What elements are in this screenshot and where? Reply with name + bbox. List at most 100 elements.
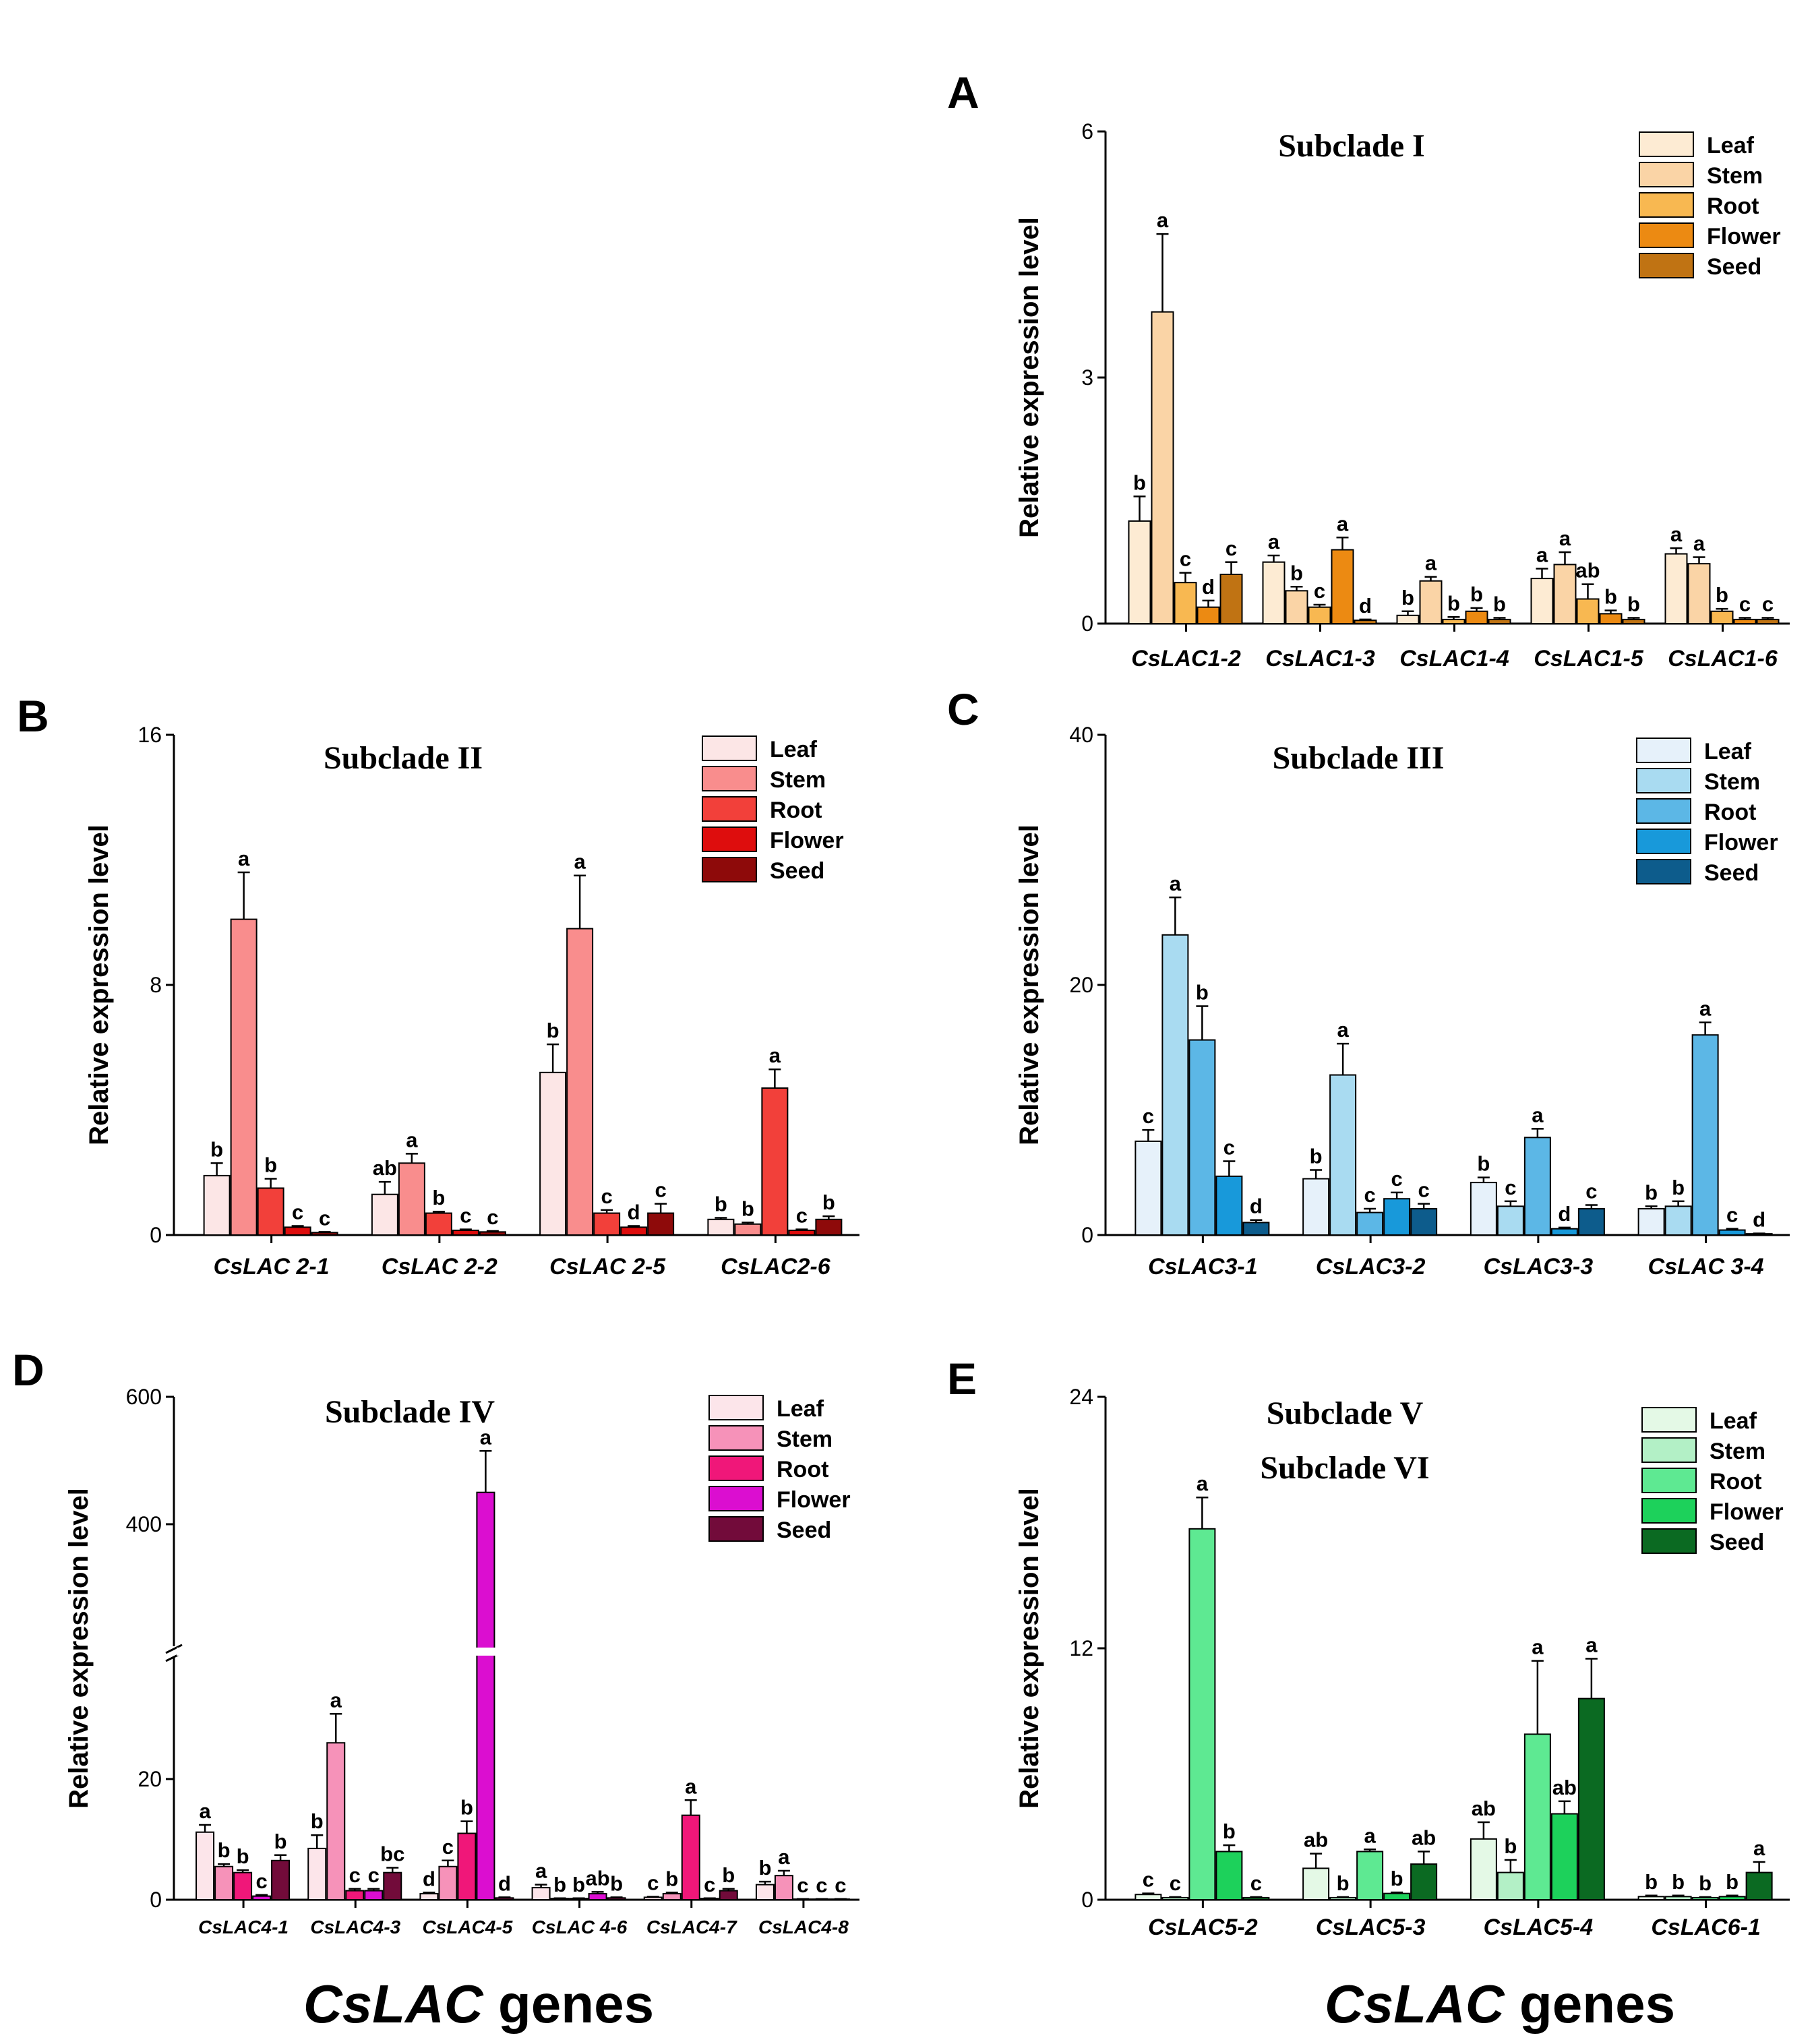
bar xyxy=(593,1212,621,1236)
significance-letter: a xyxy=(1268,530,1280,553)
x-tick-label: CsLAC3-3 xyxy=(1484,1254,1594,1280)
panel-b: B Subclade II 0 8 16 Relative expression leve… xyxy=(17,691,859,1280)
y-tick-label: 8 xyxy=(150,973,162,997)
bar xyxy=(438,1865,458,1900)
bar xyxy=(1470,1182,1497,1236)
bar xyxy=(1262,561,1286,624)
bar xyxy=(1174,582,1197,625)
bar xyxy=(257,1187,284,1236)
x-tick-label: CsLAC1-6 xyxy=(1668,646,1778,671)
bar xyxy=(1710,610,1734,624)
x-tick-label: CsLAC1-4 xyxy=(1399,646,1509,671)
bar xyxy=(1308,606,1331,625)
significance-letter: a xyxy=(1157,208,1169,232)
bar xyxy=(419,1893,439,1901)
significance-letter: d xyxy=(1202,575,1215,599)
significance-letter: a xyxy=(1693,531,1705,555)
bar xyxy=(476,1491,495,1900)
legend-swatch xyxy=(708,1395,764,1420)
legend-swatch xyxy=(708,1516,764,1542)
x-tick-label: CsLAC6-1 xyxy=(1651,1915,1760,1940)
significance-letter: a xyxy=(1364,1824,1377,1847)
significance-letter: b xyxy=(722,1863,735,1887)
bar xyxy=(1599,613,1623,625)
bar xyxy=(815,1218,843,1236)
bar xyxy=(383,1871,402,1901)
bar xyxy=(1550,1813,1578,1901)
chart-title: Subclade V xyxy=(1267,1395,1424,1431)
significance-letter: d xyxy=(628,1201,640,1224)
legend-label: Stem xyxy=(1710,1439,1765,1464)
significance-letter: a xyxy=(1699,997,1712,1021)
y-tick-label: 40 xyxy=(1069,723,1093,747)
significance-letter: c xyxy=(1180,547,1191,571)
legend-swatch xyxy=(1639,222,1694,248)
significance-letter: a xyxy=(574,850,586,874)
legend-label: Leaf xyxy=(1707,133,1755,158)
significance-letter: a xyxy=(1170,872,1182,895)
x-tick-label: CsLAC1-2 xyxy=(1131,646,1241,671)
significance-letter: b xyxy=(1391,1867,1403,1890)
significance-letter: a xyxy=(535,1859,547,1883)
bar xyxy=(1687,563,1711,625)
legend-swatch xyxy=(1641,1407,1697,1433)
significance-letter: a xyxy=(1197,1472,1209,1495)
bar xyxy=(452,1230,479,1236)
significance-letter: b xyxy=(758,1856,771,1880)
bar xyxy=(788,1230,816,1236)
y-tick-label: 24 xyxy=(1069,1385,1093,1409)
significance-letter: c xyxy=(1418,1178,1430,1202)
significance-letter: b xyxy=(311,1809,324,1833)
significance-letter: c xyxy=(1143,1868,1154,1892)
bar xyxy=(1488,618,1511,625)
legend-swatch xyxy=(1636,798,1691,824)
y-axis-title: Relative expression level xyxy=(64,1488,94,1809)
y-tick-label: 16 xyxy=(138,723,162,747)
bar xyxy=(1135,1140,1162,1236)
significance-letter: c xyxy=(292,1201,303,1224)
significance-letter: c xyxy=(835,1873,846,1897)
legend-label: Leaf xyxy=(1704,739,1752,764)
significance-letter: c xyxy=(1364,1183,1376,1207)
significance-letter: a xyxy=(480,1425,492,1449)
significance-letter: d xyxy=(1250,1195,1263,1218)
y-tick-label: 20 xyxy=(1069,973,1093,997)
bar xyxy=(1530,578,1554,624)
significance-letter: c xyxy=(1505,1176,1516,1199)
legend-label: Stem xyxy=(1704,769,1760,795)
significance-letter: a xyxy=(1337,512,1349,535)
significance-letter: ab xyxy=(1412,1826,1436,1850)
bar xyxy=(1135,1894,1162,1901)
chart-title: Subclade IV xyxy=(325,1394,495,1430)
bar xyxy=(1128,520,1151,625)
y-axis-title: Relative expression level xyxy=(1015,824,1044,1145)
legend-label: Root xyxy=(1710,1469,1761,1495)
significance-letter: d xyxy=(423,1867,435,1890)
bar xyxy=(1664,553,1688,624)
bar xyxy=(1745,1871,1773,1900)
bottom-xlabel-left: CsLAC genes xyxy=(303,1974,654,2034)
legend-swatch xyxy=(1636,829,1691,854)
y-axis-title: Relative expression level xyxy=(1015,1488,1044,1809)
panel-letter: A xyxy=(947,67,979,117)
bar xyxy=(707,1218,735,1236)
significance-letter: c xyxy=(1314,579,1325,603)
significance-letter: c xyxy=(1585,1179,1597,1203)
significance-letter: b xyxy=(274,1830,287,1853)
significance-letter: b xyxy=(665,1867,678,1890)
legend-label: Seed xyxy=(1704,860,1759,886)
significance-letter: a xyxy=(769,1044,781,1067)
x-tick-label: CsLAC5-2 xyxy=(1148,1915,1258,1940)
bar xyxy=(774,1875,793,1900)
legend-label: Flower xyxy=(1704,830,1778,855)
legend-swatch xyxy=(702,735,757,761)
bar xyxy=(643,1896,663,1900)
significance-letter: d xyxy=(498,1871,511,1895)
legend-swatch xyxy=(1636,859,1691,884)
legend-label: Root xyxy=(777,1457,828,1482)
legend-swatch xyxy=(702,796,757,822)
significance-letter: c xyxy=(816,1873,827,1897)
legend-swatch xyxy=(1639,253,1694,278)
significance-letter: b xyxy=(460,1796,473,1820)
bar xyxy=(1442,618,1465,625)
